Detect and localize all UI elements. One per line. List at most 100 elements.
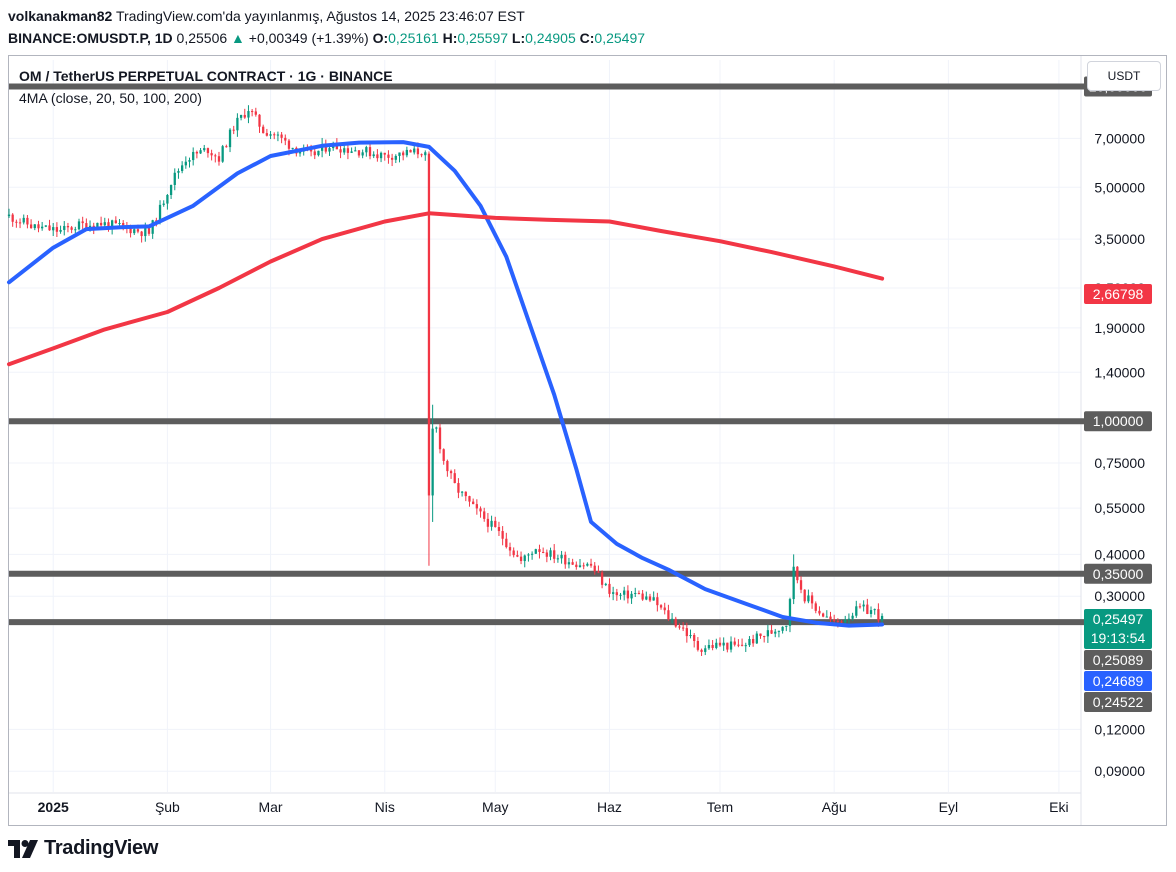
ma-20-line [7,140,885,628]
candle-body [700,649,703,652]
candle-body [254,111,257,115]
y-tick-label: 0,30000 [1094,588,1145,604]
candle-body [107,222,110,229]
candle-body [420,154,423,156]
candle-body [129,227,132,234]
candle-body [836,620,840,622]
candle-body [449,471,453,474]
candle-body [26,217,29,225]
candle-body [438,427,442,450]
candle-body [55,227,59,232]
candle-body [276,134,280,136]
x-tick-label: Eyl [939,799,958,815]
candle-body [133,229,136,234]
chart-frame [8,55,1167,826]
candle-body [66,225,70,228]
publish-header: volkanakman82 TradingView.com'da yayınla… [8,8,525,24]
y-tick-label: 5,00000 [1094,179,1145,195]
candle-body [446,460,449,472]
indicator-label[interactable]: 4MA (close, 20, 50, 100, 200) [19,90,202,106]
candle-body [829,616,832,620]
candle-body [512,550,515,556]
candle-body [696,640,700,650]
publish-info: TradingView.com'da yayınlanmış, Ağustos … [115,8,525,24]
candle-body [402,152,405,156]
candle-body [634,592,637,594]
candle-body [162,203,165,205]
countdown-label: 19:13:54 [1091,630,1146,646]
candle-body [280,134,283,138]
candle-body [317,150,320,156]
candle-body [564,554,567,565]
candle-body [166,195,169,204]
candle-body [99,222,103,226]
candle-body [711,644,714,648]
candle-body [534,549,537,554]
candle-body [287,140,291,149]
candle-body [427,153,431,496]
candle-body [501,531,504,539]
price-badge-label: 0,24689 [1093,673,1144,689]
candle-body [416,148,420,155]
x-tick-label: Haz [597,799,622,815]
candle-body [199,150,202,154]
x-tick-label: Tem [707,799,733,815]
time-axis[interactable]: 2025 Şub Mar Nis May Haz Tem Ağu Eyl Eki [38,799,1069,815]
author-name[interactable]: volkanakman82 [8,8,113,24]
candle-body [313,151,316,156]
candle-body [457,483,460,493]
x-tick-label: Ağu [822,799,847,815]
candle-body [346,148,350,153]
candle-body [22,217,25,223]
price-badge-label: 2,66798 [1093,286,1144,302]
candle-body [409,149,412,153]
candle-body [177,171,180,173]
candle-body [645,596,648,600]
candle-body [236,117,239,131]
candle-body [667,610,670,620]
footer-brand[interactable]: TradingView [8,837,158,860]
candle-body [755,633,758,644]
candle-body [357,150,361,156]
candle-body [516,555,519,557]
candle-body [483,511,486,519]
candle-body [840,621,843,623]
price-axis[interactable]: 7,000005,000003,500002,500001,900001,400… [1094,130,1145,779]
grid [9,56,1082,825]
y-tick-label: 7,00000 [1094,130,1145,146]
candle-body [744,645,747,647]
candle-body [656,597,659,606]
candle-body [29,224,33,229]
candle-body [630,593,633,599]
candle-body [173,172,176,185]
last-price: 0,25506 [176,30,228,46]
currency-button[interactable]: USDT [1087,61,1161,91]
brand-name: TradingView [44,837,159,859]
candle-body [663,607,666,611]
candle-body [600,572,604,585]
candle-body [718,642,722,646]
candle-body [766,630,770,637]
y-tick-label: 0,75000 [1094,455,1145,471]
candle-body [523,555,526,562]
candle-body [818,610,821,614]
candle-body [726,642,729,650]
horizontal-lines[interactable] [9,83,1084,626]
candle-body [763,636,766,638]
symbol-name[interactable]: BINANCE:OMUSDT.P, 1D [8,30,173,46]
close-value: 0,25497 [594,30,646,46]
candle-body [479,508,482,512]
ma-200-line [7,211,885,367]
candle-body [740,644,744,646]
candle-body [96,222,99,229]
high-value: 0,25597 [457,30,509,46]
candle-body [549,550,552,557]
candle-body [626,590,630,599]
price-badge-label: 0,24522 [1093,694,1144,710]
candle-body [368,147,372,157]
candle-body [674,618,677,627]
candle-body [442,449,445,461]
candle-body [111,220,114,229]
tradingview-logo-icon [8,839,38,858]
